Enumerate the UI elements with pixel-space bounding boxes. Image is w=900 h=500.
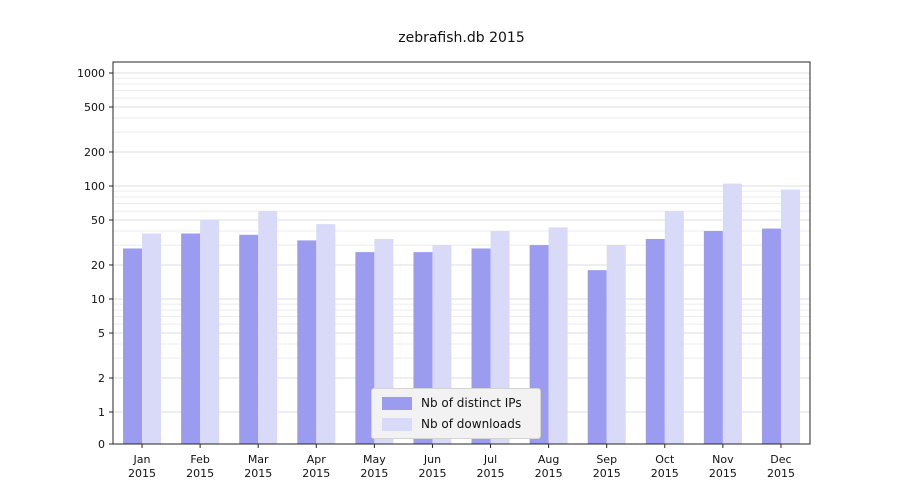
y-tick-label: 50 [91, 214, 105, 227]
x-tick-label-month: Aug [538, 453, 559, 466]
y-tick-label: 1000 [77, 67, 105, 80]
bar-distinct-ips [355, 252, 375, 444]
bar-distinct-ips [297, 240, 317, 444]
legend-item-downloads: Nb of downloads [382, 417, 522, 431]
y-tick-label: 100 [84, 180, 105, 193]
x-tick-label-year: 2015 [186, 467, 214, 480]
y-tick-label: 20 [91, 259, 105, 272]
bar-downloads [200, 220, 220, 444]
x-tick-label-year: 2015 [302, 467, 330, 480]
x-tick-label-year: 2015 [651, 467, 679, 480]
bar-distinct-ips [761, 228, 781, 444]
bar-downloads [606, 245, 626, 444]
x-tick-label-year: 2015 [535, 467, 563, 480]
x-tick-label-month: Feb [190, 453, 209, 466]
x-tick-label-year: 2015 [477, 467, 505, 480]
bar-distinct-ips [645, 238, 665, 444]
y-tick-label: 1 [98, 406, 105, 419]
y-tick-label: 0 [98, 438, 105, 451]
bar-distinct-ips [181, 233, 201, 444]
legend-swatch-distinct-ips-icon [382, 396, 412, 410]
x-tick-label-month: May [363, 453, 386, 466]
bar-downloads [664, 211, 684, 444]
bar-distinct-ips [123, 248, 143, 444]
y-tick-label: 200 [84, 146, 105, 159]
bar-downloads [258, 211, 278, 444]
x-tick-label-year: 2015 [709, 467, 737, 480]
x-tick-label-month: Sep [596, 453, 617, 466]
legend: Nb of distinct IPs Nb of downloads [371, 388, 541, 439]
legend-label-distinct-ips: Nb of distinct IPs [421, 396, 522, 410]
x-tick-label-month: Nov [712, 453, 734, 466]
y-tick-label: 500 [84, 101, 105, 114]
bar-distinct-ips [587, 270, 607, 444]
x-tick-label-month: Jan [133, 453, 151, 466]
bar-downloads [316, 224, 336, 444]
x-tick-label-year: 2015 [418, 467, 446, 480]
bar-distinct-ips [703, 230, 723, 444]
x-tick-label-year: 2015 [360, 467, 388, 480]
x-tick-label-year: 2015 [767, 467, 795, 480]
bar-downloads [142, 233, 162, 444]
bar-distinct-ips [239, 234, 259, 444]
bar-downloads [780, 189, 800, 444]
y-tick-label: 5 [98, 327, 105, 340]
y-tick-label: 2 [98, 372, 105, 385]
bar-downloads [548, 227, 568, 444]
chart-title: zebrafish.db 2015 [398, 30, 525, 46]
x-tick-label-month: Mar [248, 453, 269, 466]
x-tick-label-year: 2015 [593, 467, 621, 480]
bar-downloads [722, 183, 742, 445]
x-tick-label-month: Oct [655, 453, 675, 466]
legend-swatch-downloads-icon [382, 417, 412, 431]
legend-label-downloads: Nb of downloads [421, 417, 522, 431]
x-tick-label-month: Jul [483, 453, 497, 466]
x-tick-label-month: Jun [423, 453, 441, 466]
x-tick-label-year: 2015 [244, 467, 272, 480]
x-tick-label-month: Apr [307, 453, 327, 466]
x-tick-label-month: Dec [770, 453, 791, 466]
y-tick-label: 10 [91, 293, 105, 306]
x-tick-label-year: 2015 [128, 467, 156, 480]
plot-border [112, 61, 811, 445]
legend-item-distinct-ips: Nb of distinct IPs [382, 396, 522, 410]
